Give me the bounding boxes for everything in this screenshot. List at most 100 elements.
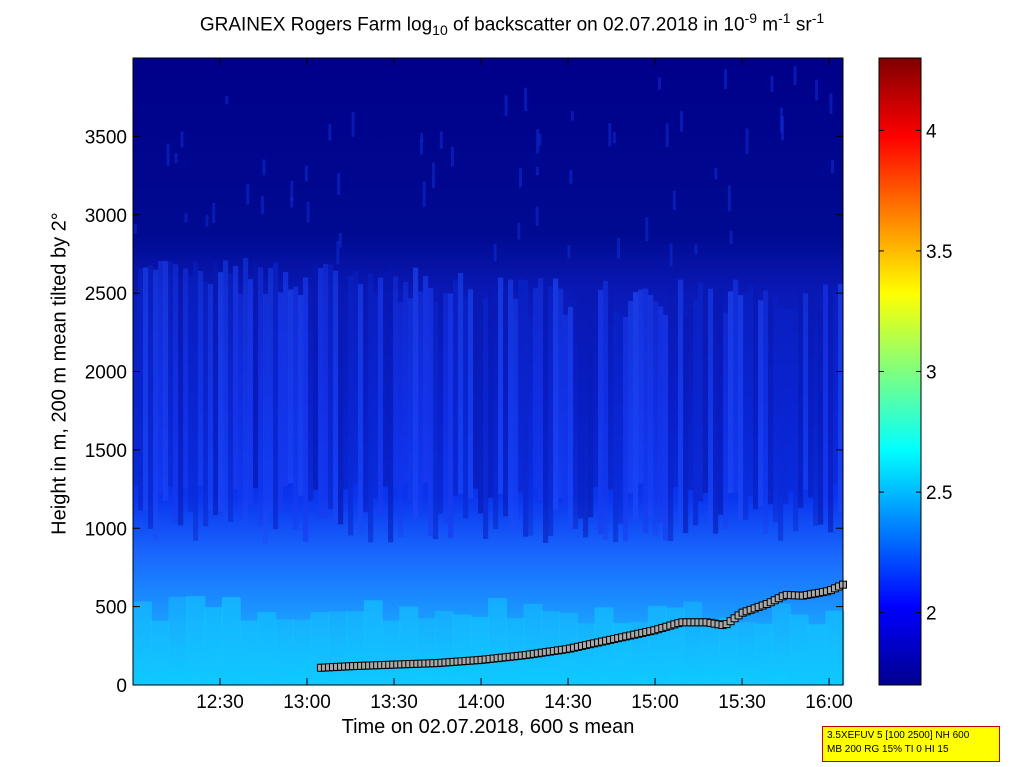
heatmap-cell xyxy=(598,289,604,535)
heatmap-cell xyxy=(568,306,574,530)
heatmap-speckle xyxy=(831,160,835,174)
heatmap-speckle xyxy=(672,190,676,210)
heatmap-speckle xyxy=(569,169,573,184)
heatmap-speckle xyxy=(431,162,435,189)
heatmap-cell xyxy=(328,264,334,509)
heatmap-cell xyxy=(518,279,524,493)
heatmap-cell xyxy=(533,287,539,488)
heatmap-cell xyxy=(203,281,209,527)
colorbar-gradient xyxy=(878,57,922,686)
heatmap-cell xyxy=(573,285,579,529)
heatmap-speckle xyxy=(815,79,819,101)
heatmap-speckle xyxy=(328,124,332,141)
heatmap-cell xyxy=(358,284,364,534)
band-cell xyxy=(292,619,312,685)
heatmap-speckle xyxy=(570,111,574,121)
heatmap-cell xyxy=(488,285,494,498)
heatmap-speckle xyxy=(567,245,571,259)
band-cell xyxy=(505,618,525,685)
heatmap-cell xyxy=(578,290,584,519)
heatmap-cell xyxy=(713,281,719,534)
chart-title: GRAINEX Rogers Farm log10 of backscatter… xyxy=(199,10,825,39)
heatmap-cell xyxy=(423,275,429,483)
colorbar-tick-label: 3 xyxy=(926,363,937,384)
y-tick-label: 2500 xyxy=(85,284,127,305)
heatmap-speckle xyxy=(714,167,718,180)
heatmap-speckle xyxy=(493,243,497,262)
heatmap-speckle xyxy=(246,184,250,205)
band-cell xyxy=(133,601,152,685)
colorbar-tick-label: 2.5 xyxy=(926,483,952,504)
heatmap-speckle xyxy=(338,232,342,248)
heatmap-cell xyxy=(498,277,504,494)
heatmap-cell xyxy=(768,299,774,505)
heatmap-cell xyxy=(473,283,479,489)
heatmap-speckle xyxy=(306,201,310,223)
heatmap-cell xyxy=(293,286,299,530)
heatmap-cell xyxy=(618,313,624,524)
heatmap-cell xyxy=(143,267,149,510)
heatmap-cell xyxy=(608,281,614,490)
heatmap-speckle xyxy=(174,153,178,164)
heatmap-cell xyxy=(663,314,669,541)
heatmap-speckle xyxy=(724,69,728,89)
heatmap-cell xyxy=(528,314,534,536)
heatmap-speckle xyxy=(184,213,188,223)
heatmap-cell xyxy=(468,289,474,499)
heatmap-cell xyxy=(148,265,154,529)
heatmap-cell xyxy=(348,275,354,536)
heatmap-cell xyxy=(703,284,709,493)
heatmap-cell xyxy=(803,293,809,490)
heatmap-speckle xyxy=(536,129,540,154)
heatmap-cell xyxy=(238,293,244,519)
heatmap-cell xyxy=(178,280,184,526)
y-tick-label: 2000 xyxy=(85,363,127,384)
heatmap-speckle xyxy=(225,95,229,105)
heatmap-cell xyxy=(628,300,634,494)
x-tick-label: 16:00 xyxy=(805,692,853,713)
band-cell xyxy=(221,597,241,685)
heatmap-cell xyxy=(453,279,459,497)
heatmap-speckle xyxy=(337,173,341,195)
heatmap-cell xyxy=(483,298,489,539)
heatmap-speckle xyxy=(180,131,184,148)
heatmap-cell xyxy=(228,274,234,522)
heatmap-cell xyxy=(748,285,754,496)
heatmap-cell xyxy=(813,274,819,526)
heatmap-texture xyxy=(133,66,844,544)
heatmap-speckle xyxy=(694,244,698,255)
heatmap-cell xyxy=(793,307,799,532)
y-tick-label: 1500 xyxy=(85,441,127,462)
band-cell xyxy=(576,623,596,685)
heatmap-speckle xyxy=(793,66,797,86)
heatmap-cell xyxy=(493,305,499,529)
band-cell xyxy=(772,603,791,685)
heatmap-cell xyxy=(668,285,674,542)
y-tick-label: 500 xyxy=(95,598,127,619)
heatmap-cell xyxy=(688,307,694,491)
heatmap-cell xyxy=(773,297,779,523)
heatmap-speckle xyxy=(504,95,508,117)
band-cell xyxy=(363,600,383,685)
info-line-1: 3.5XEFUV 5 [100 2500] NH 600 xyxy=(827,730,970,741)
heatmap-cell xyxy=(418,291,424,518)
band-cell xyxy=(150,620,170,685)
heatmap-speckle xyxy=(290,197,294,208)
band-cell xyxy=(523,603,543,685)
band-cell xyxy=(417,618,436,685)
heatmap-cell xyxy=(268,267,274,514)
heatmap-cell xyxy=(213,261,219,516)
heatmap-cell xyxy=(303,277,309,542)
band-cell xyxy=(257,612,277,685)
band-cell xyxy=(204,607,223,685)
band-cell xyxy=(186,596,206,685)
heatmap-cell xyxy=(558,288,564,498)
heatmap-speckle xyxy=(419,139,423,155)
heatmap-cell xyxy=(823,284,829,510)
heatmap-cell xyxy=(728,291,734,494)
heatmap-cell xyxy=(673,303,679,487)
heatmap-cell xyxy=(613,310,619,543)
x-tick-label: 13:30 xyxy=(370,692,418,713)
heatmap-speckle xyxy=(205,215,209,227)
heatmap-cell xyxy=(138,268,144,511)
